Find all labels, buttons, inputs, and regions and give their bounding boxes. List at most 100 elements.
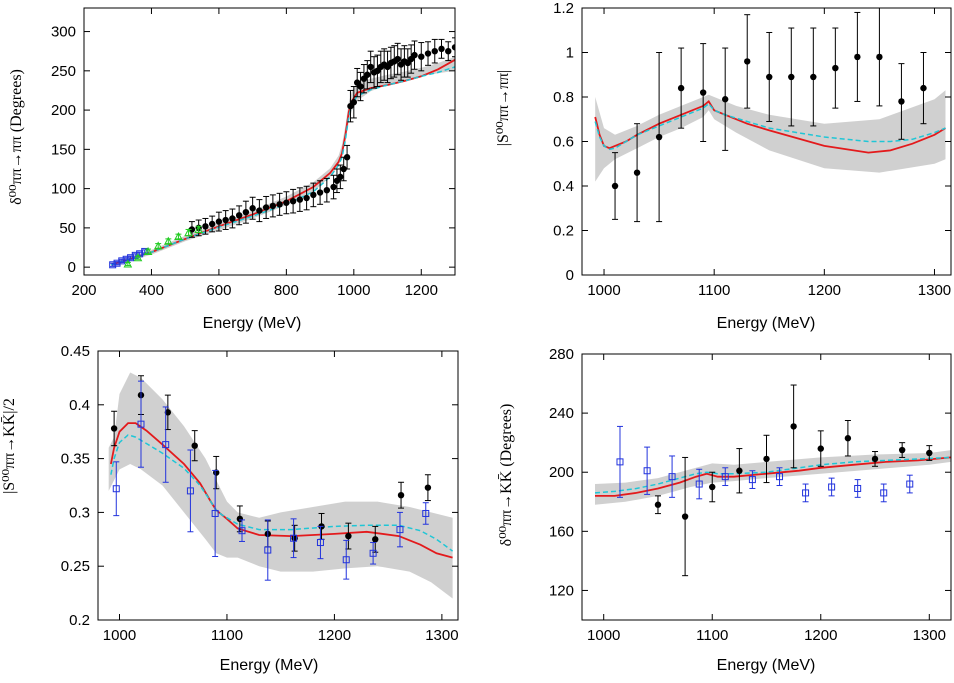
data-point: [342, 539, 350, 580]
data-point: [290, 518, 298, 559]
marker-circle: [208, 220, 216, 228]
y-ticks: 0 0.2 0.4 0.6 0.8 1 1.2: [553, 0, 951, 284]
marker-square: [854, 484, 862, 492]
data-point: [208, 215, 216, 233]
data-point: [776, 467, 784, 487]
marker-circle: [654, 501, 662, 508]
marker-circle: [788, 73, 795, 81]
data-point: [431, 38, 438, 64]
y-ticks: 120 160 200 240 280: [549, 346, 951, 599]
data-point: [699, 43, 707, 142]
y-tick-label: 150: [51, 141, 76, 158]
marker-circle: [364, 71, 371, 78]
y-tick-label: 1.2: [553, 0, 574, 17]
x-tick-label: 1100: [211, 627, 243, 644]
fit-curve-solid-red: [110, 422, 453, 559]
plot-frame: [581, 353, 952, 621]
data-point: [633, 123, 641, 223]
data-point: [316, 525, 324, 560]
data-point: [296, 187, 304, 212]
data-point: [920, 52, 927, 125]
marker-circle: [876, 53, 883, 61]
y-tick-label: 0.8: [553, 89, 574, 106]
data-point: [276, 192, 283, 216]
marker-square: [880, 489, 888, 497]
data-series-blue: [109, 247, 149, 269]
x-tick-label: 200: [71, 282, 96, 299]
marker-square: [776, 473, 784, 481]
data-point: [424, 41, 432, 66]
data-point: [844, 420, 852, 457]
marker-circle: [242, 208, 250, 216]
marker-square: [316, 539, 324, 547]
marker-circle: [337, 173, 344, 181]
marker-circle: [345, 532, 352, 540]
data-point: [343, 144, 351, 170]
y-axis-label-2: |S⁰⁰ππ→ππ|: [495, 70, 512, 146]
data-point: [143, 246, 153, 255]
data-point: [364, 60, 371, 90]
marker-circle: [451, 44, 455, 51]
x-ticks: 1000 1100 1200 1300: [103, 351, 459, 644]
y-axis-label-3: |S⁰⁰ππ→KK̄|/2: [1, 398, 18, 494]
marker-circle: [202, 223, 209, 230]
data-point: [264, 519, 272, 581]
data-point: [763, 434, 770, 484]
data-point: [668, 455, 676, 498]
data-series-black: [611, 8, 927, 223]
marker-triangle: [194, 224, 204, 233]
data-point: [445, 41, 452, 62]
data-point: [350, 86, 358, 119]
marker-triangle: [123, 259, 133, 268]
data-point: [133, 253, 143, 262]
marker-circle: [340, 165, 347, 173]
marker-square: [643, 467, 651, 475]
marker-circle: [611, 182, 619, 190]
data-point: [810, 27, 817, 127]
y-tick-label: 0.6: [553, 134, 574, 151]
marker-circle: [110, 425, 118, 432]
y-tick-label: 0.4: [69, 397, 90, 414]
data-point: [817, 430, 824, 467]
panel-phase-kkbar: 1000 1100 1200 1300 120 160 200 240 280 δ⁰⁰ππ→KK…: [498, 346, 952, 674]
data-point: [736, 448, 743, 494]
x-tick-label: 1000: [337, 282, 370, 299]
marker-circle: [810, 73, 817, 81]
panel-modulus-pipi: 1000 1100 1200 1300 0 0.2 0.4 0.6 0.8 1 1.2 |S⁰⁰ππ…: [495, 0, 952, 332]
data-series-blue: [112, 380, 430, 581]
data-point: [880, 483, 888, 503]
x-tick-label: 1100: [698, 282, 730, 299]
data-series-black: [654, 384, 933, 577]
data-point: [422, 502, 430, 525]
data-point: [906, 474, 914, 494]
x-tick-label: 1300: [913, 627, 946, 644]
marker-circle: [817, 445, 824, 452]
data-point: [186, 449, 194, 533]
marker-circle: [445, 47, 452, 55]
data-point: [369, 542, 377, 565]
marker-square: [695, 480, 703, 488]
marker-circle: [920, 84, 927, 92]
data-point: [832, 27, 839, 109]
marker-circle: [790, 423, 797, 430]
data-point: [235, 205, 243, 226]
marker-square: [748, 476, 756, 484]
marker-circle: [394, 55, 401, 63]
x-tick-label: 1200: [405, 282, 438, 299]
y-tick-label: 0.2: [69, 612, 90, 629]
data-point: [677, 47, 685, 129]
marker-circle: [213, 469, 220, 476]
data-point: [283, 191, 290, 215]
marker-circle: [330, 183, 337, 191]
data-point: [174, 231, 183, 241]
marker-circle: [418, 53, 425, 60]
uncertainty-band: [595, 90, 946, 182]
y-tick-label: 280: [549, 346, 574, 363]
marker-circle: [289, 197, 297, 205]
y-tick-label: 0.4: [553, 178, 574, 195]
data-series-blue: [616, 425, 914, 503]
data-point: [654, 495, 662, 515]
plot-frame: [97, 350, 459, 621]
marker-triangle: [143, 246, 153, 255]
marker-circle: [323, 186, 331, 194]
